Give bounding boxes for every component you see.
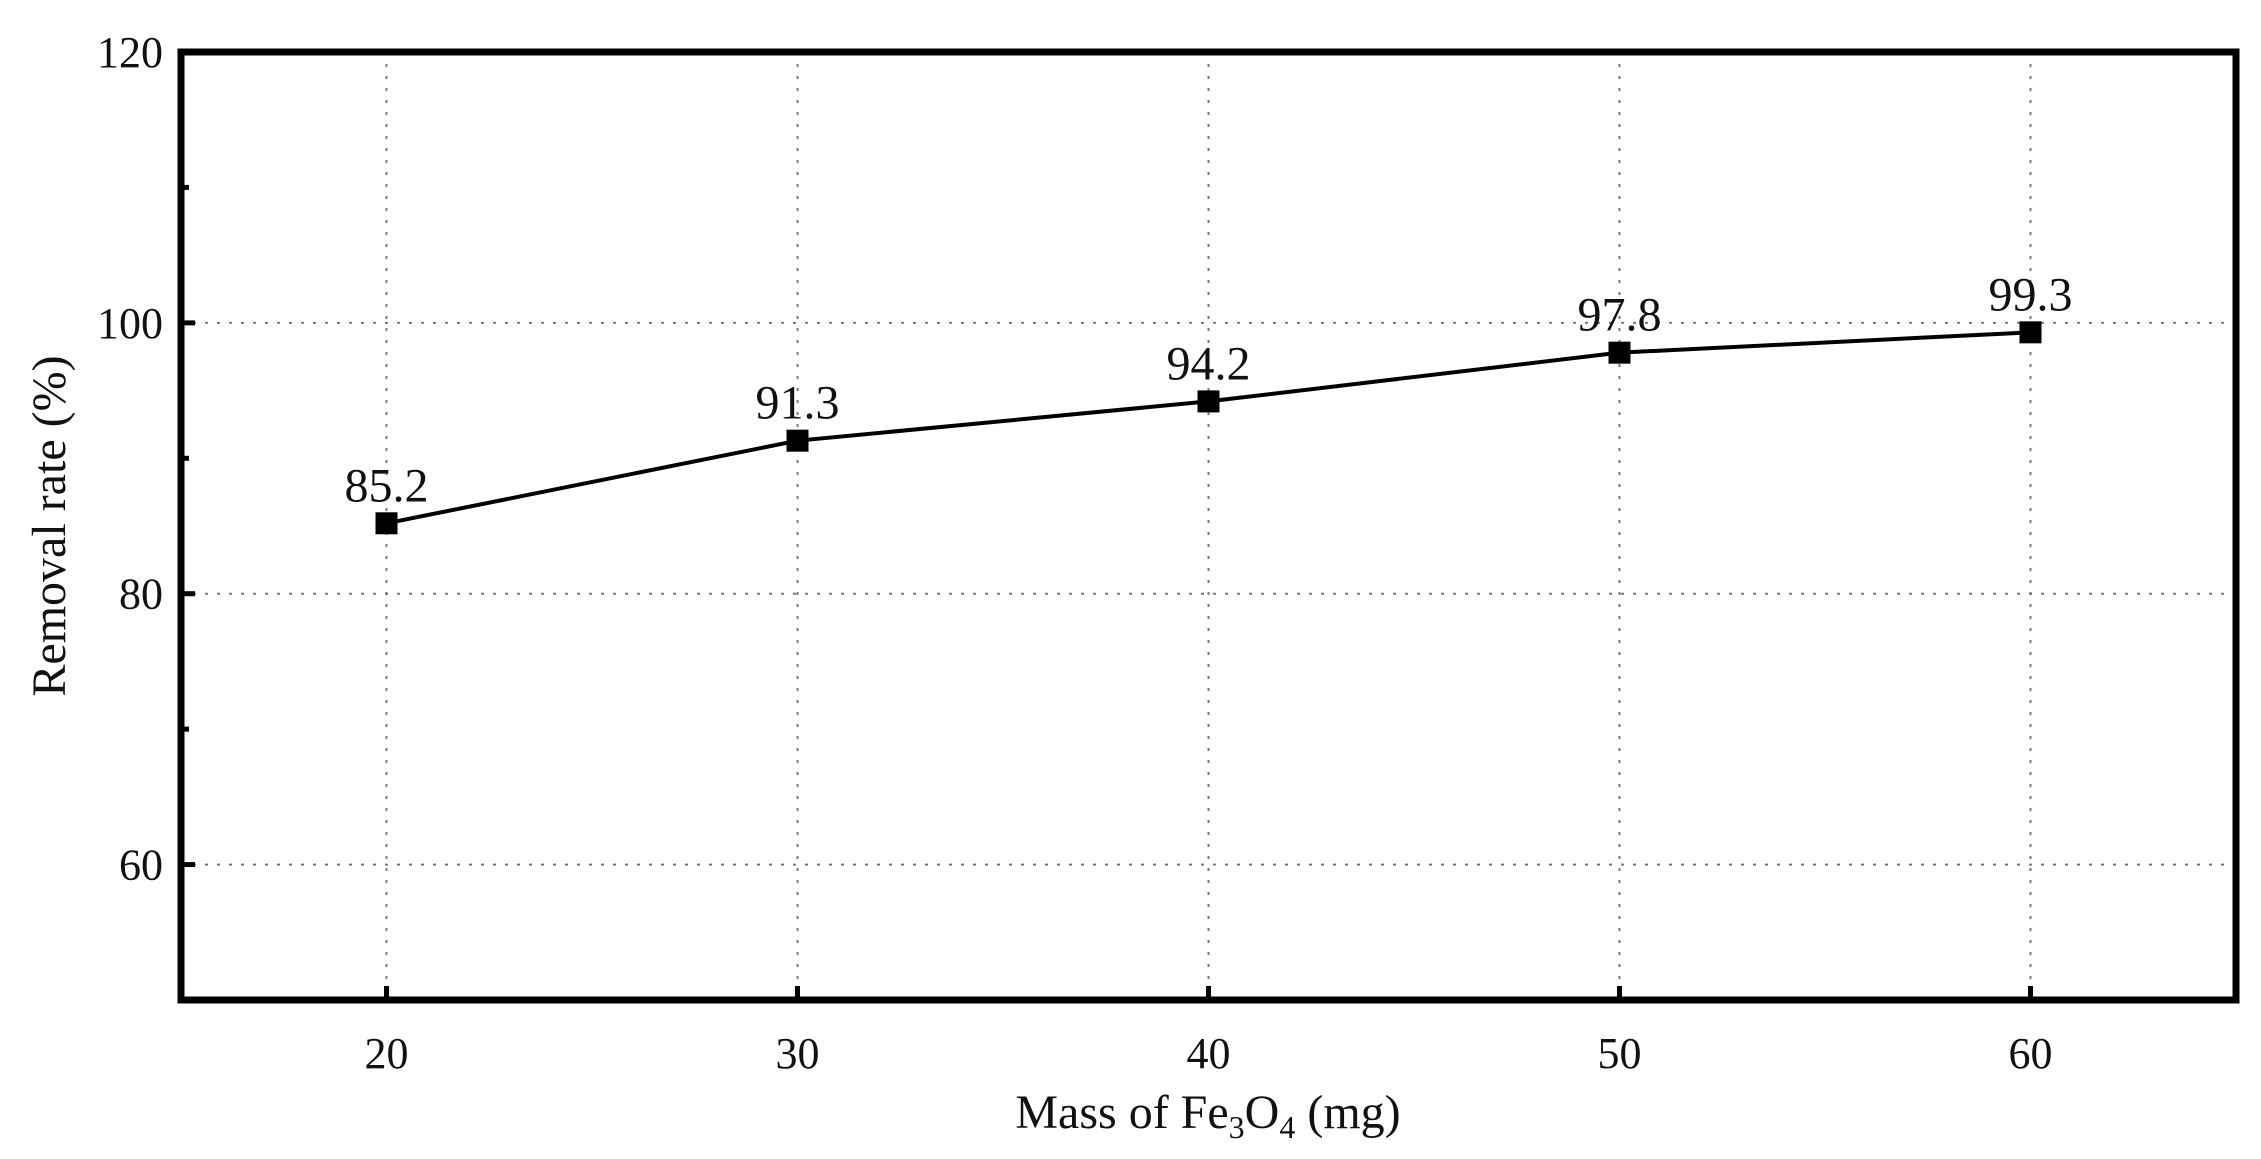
data-label-40: 94.2 — [1167, 337, 1251, 390]
x-tick-label-30: 30 — [776, 1029, 820, 1078]
x-tick-label-50: 50 — [1598, 1029, 1642, 1078]
y-tick-label-120: 120 — [97, 28, 163, 77]
data-label-20: 85.2 — [345, 459, 429, 512]
x-axis-title: Mass of Fe3O4 (mg) — [1015, 1086, 1400, 1145]
series-removal-rate — [375, 321, 2042, 535]
x-tick-label-20: 20 — [365, 1029, 409, 1078]
grid-lines — [181, 52, 2236, 1000]
data-labels: 85.2 91.3 94.2 97.8 99.3 — [345, 268, 2073, 512]
data-point-30 — [786, 429, 809, 452]
x-tick-label-40: 40 — [1187, 1029, 1231, 1078]
x-tick-label-60: 60 — [2009, 1029, 2053, 1078]
y-tick-label-100: 100 — [97, 299, 163, 348]
data-point-20 — [375, 512, 398, 535]
data-label-60: 99.3 — [1989, 268, 2073, 321]
y-axis-title: Removal rate (%) — [23, 355, 76, 696]
axis-ticks: 20 30 40 50 60 60 80 100 120 — [97, 28, 2053, 1078]
data-point-50 — [1608, 341, 1631, 364]
y-tick-label-80: 80 — [119, 570, 163, 619]
data-point-60 — [2019, 321, 2042, 344]
data-label-50: 97.8 — [1578, 289, 1662, 342]
y-tick-label-60: 60 — [119, 841, 163, 890]
data-label-30: 91.3 — [756, 377, 840, 430]
data-point-40 — [1197, 390, 1220, 413]
